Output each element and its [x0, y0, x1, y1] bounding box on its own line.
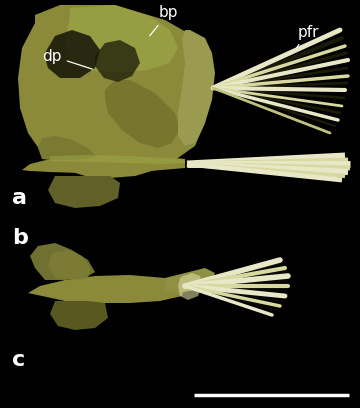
Polygon shape — [105, 80, 180, 148]
Polygon shape — [50, 301, 108, 330]
Polygon shape — [165, 268, 215, 293]
Text: b: b — [12, 228, 28, 248]
Polygon shape — [65, 5, 178, 73]
Polygon shape — [22, 155, 185, 173]
Polygon shape — [48, 176, 120, 208]
Text: a: a — [12, 188, 27, 208]
Polygon shape — [178, 30, 215, 146]
Polygon shape — [95, 40, 140, 82]
Text: pfr: pfr — [297, 24, 319, 48]
Text: bp: bp — [150, 5, 178, 36]
Polygon shape — [45, 30, 100, 78]
Polygon shape — [28, 275, 185, 303]
Polygon shape — [30, 243, 95, 280]
Text: c: c — [12, 350, 25, 370]
Polygon shape — [38, 136, 96, 160]
Text: dp: dp — [42, 49, 93, 69]
Polygon shape — [50, 155, 185, 164]
Polygon shape — [48, 250, 90, 280]
Polygon shape — [178, 273, 202, 300]
Polygon shape — [18, 5, 210, 178]
